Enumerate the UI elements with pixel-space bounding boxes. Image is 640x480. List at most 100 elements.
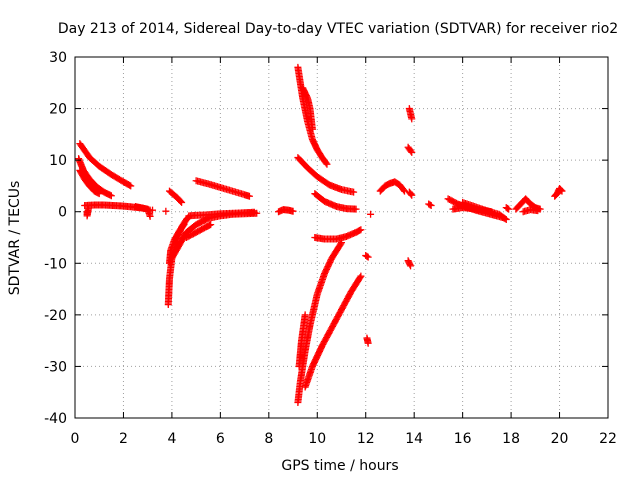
data-point [95,190,103,198]
chart-title: Day 213 of 2014, Sidereal Day-to-day VTE… [58,21,618,37]
series-arc-05 [83,205,92,220]
y-tick-label: 20 [49,102,67,118]
x-tick-label: 16 [454,431,472,447]
y-tick-label: 30 [49,50,67,66]
series-arc-25 [362,252,372,261]
data-point [178,198,186,206]
series-arc-33 [425,200,435,210]
series-arc-28 [376,178,408,195]
series-arc-13 [182,221,215,241]
data-point [407,147,415,155]
series-arc-09 [165,187,186,206]
data-point [407,190,415,198]
x-tick-label: 14 [405,431,423,447]
data-point [84,205,92,213]
data-point [357,226,365,234]
data-point [503,204,511,212]
series-arc-39 [519,206,542,216]
x-tick-label: 2 [119,431,128,447]
data-point [180,221,188,229]
x-axis-title: GPS time / hours [281,458,398,474]
data-point [557,186,565,194]
series-arc-07 [149,206,157,214]
series-arc-03 [76,166,103,198]
data-point [146,212,154,220]
y-tick-label: 0 [58,205,67,221]
data-point [400,187,408,195]
series-arc-23 [295,311,309,370]
marks-layer [75,63,566,407]
x-tick-label: 20 [551,431,569,447]
data-point [149,206,157,214]
series-arc-15 [192,177,253,200]
y-tick-label: -40 [44,411,67,427]
data-point [534,207,542,215]
data-point [177,197,185,205]
series-arc-06 [132,203,154,220]
data-point [308,125,316,133]
data-point [207,221,215,229]
data-point [364,339,372,347]
series-arc-26 [363,334,372,347]
series-arc-36 [459,198,510,223]
series-arc-14 [185,208,258,220]
series-arc-24 [301,272,365,391]
series-arc-01 [76,140,135,190]
data-point [323,160,331,168]
series-arc-32 [404,257,415,270]
series-arc-40 [551,185,566,200]
y-tick-label: -30 [44,359,67,375]
data-point [427,202,435,210]
x-tick-label: 8 [264,431,273,447]
data-point [558,187,566,195]
data-point [356,273,364,281]
data-point [505,205,513,213]
x-tick-label: 10 [308,431,326,447]
series-arc-19 [294,154,358,196]
series-arc-38 [512,195,544,213]
series-arc-31 [405,188,416,199]
data-point [367,210,375,218]
data-point [426,201,434,209]
data-point [408,148,416,156]
data-point [407,262,415,270]
data-point [289,207,297,215]
series-arc-20 [311,190,360,213]
series-arc-21 [311,226,365,243]
data-point [250,208,258,216]
y-axis-title: SDTVAR / TECUs [7,181,23,296]
series-arc-08 [162,207,170,215]
series-arc-37 [502,204,513,213]
data-point [408,115,416,123]
data-point [364,253,372,261]
ticks-layer: 0 2 4 6 8 10 12 14 16 18 20 22 30 20 10 0 -10 -20 -30 -40 [44,50,617,447]
data-point [502,215,510,223]
data-point [400,186,408,194]
x-tick-label: 22 [599,431,617,447]
data-point [179,222,187,230]
series-arc-22 [294,239,345,407]
data-point [162,207,170,215]
series-arc-17 [294,63,331,168]
data-point [363,252,371,260]
data-point [107,192,115,200]
data-point [127,182,135,190]
data-point [350,188,358,196]
x-tick-label: 0 [71,431,80,447]
series-arc-29 [405,105,416,123]
x-tick-label: 6 [216,431,225,447]
data-point [301,311,309,319]
data-point [501,215,509,223]
data-point [408,191,416,199]
data-point [322,159,330,167]
data-point [337,240,345,248]
plot-frame [74,56,609,419]
x-tick-label: 12 [357,431,375,447]
x-tick-label: 18 [502,431,520,447]
data-point [338,239,345,247]
series-arc-27 [367,210,375,218]
series-arc-16 [275,206,297,216]
data-point [126,181,134,189]
y-tick-label: -20 [44,308,67,324]
